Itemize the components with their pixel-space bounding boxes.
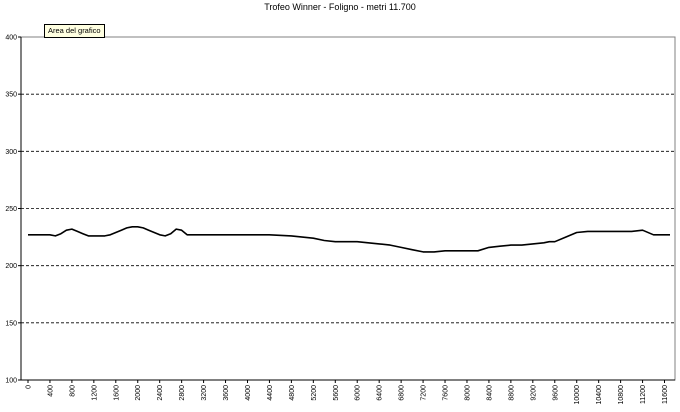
x-tick-label-10800: 10800 <box>618 385 625 405</box>
x-tick-label-800: 800 <box>69 385 76 397</box>
y-tick-label-300: 300 <box>5 149 17 156</box>
x-tick-label-1600: 1600 <box>113 385 120 401</box>
x-tick-label-5600: 5600 <box>333 385 340 401</box>
x-tick-label-10400: 10400 <box>596 385 603 405</box>
y-tick-label-200: 200 <box>5 263 17 270</box>
y-tick-label-350: 350 <box>5 92 17 99</box>
x-tick-label-8400: 8400 <box>486 385 493 401</box>
x-tick-label-0: 0 <box>26 385 33 389</box>
x-tick-label-2000: 2000 <box>135 385 142 401</box>
elevation-line-0 <box>28 226 670 253</box>
x-tick-label-4800: 4800 <box>289 385 296 401</box>
chart-area-tooltip: Area del grafico <box>44 24 105 38</box>
x-tick-label-6800: 6800 <box>399 385 406 401</box>
x-tick-label-6000: 6000 <box>355 385 362 401</box>
x-tick-label-4400: 4400 <box>267 385 274 401</box>
x-tick-label-7600: 7600 <box>443 385 450 401</box>
x-tick-label-8800: 8800 <box>508 385 515 401</box>
y-tick-label-400: 400 <box>5 35 17 42</box>
x-tick-label-9600: 9600 <box>552 385 559 401</box>
x-tick-label-8000: 8000 <box>464 385 471 401</box>
series-layer <box>28 226 670 253</box>
x-tick-label-6400: 6400 <box>377 385 384 401</box>
x-tick-label-2800: 2800 <box>179 385 186 401</box>
x-tick-label-2400: 2400 <box>157 385 164 401</box>
y-tick-label-250: 250 <box>5 206 17 213</box>
x-tick-label-3200: 3200 <box>201 385 208 401</box>
y-tick-label-100: 100 <box>5 378 17 385</box>
y-tick-label-150: 150 <box>5 320 17 327</box>
x-axis-ticks: 0 400 800 1200 1600 2000 2400 2800 3200 3600 4000 4… <box>26 380 669 405</box>
x-tick-label-9200: 9200 <box>530 385 537 401</box>
x-tick-label-3600: 3600 <box>223 385 230 401</box>
x-tick-label-11600: 11600 <box>662 385 669 404</box>
x-tick-label-7200: 7200 <box>421 385 428 401</box>
chart-title: Trofeo Winner - Foligno - metri 11.700 <box>264 2 416 12</box>
x-tick-label-11200: 11200 <box>640 385 647 404</box>
x-tick-label-1200: 1200 <box>91 385 98 401</box>
x-tick-label-5200: 5200 <box>311 385 318 401</box>
x-tick-label-10000: 10000 <box>574 385 581 405</box>
x-tick-label-400: 400 <box>47 385 54 397</box>
x-tick-label-4000: 4000 <box>245 385 252 401</box>
gridlines <box>21 93 675 324</box>
y-axis-ticks: 100 150 200 250 300 350 400 <box>5 35 21 385</box>
